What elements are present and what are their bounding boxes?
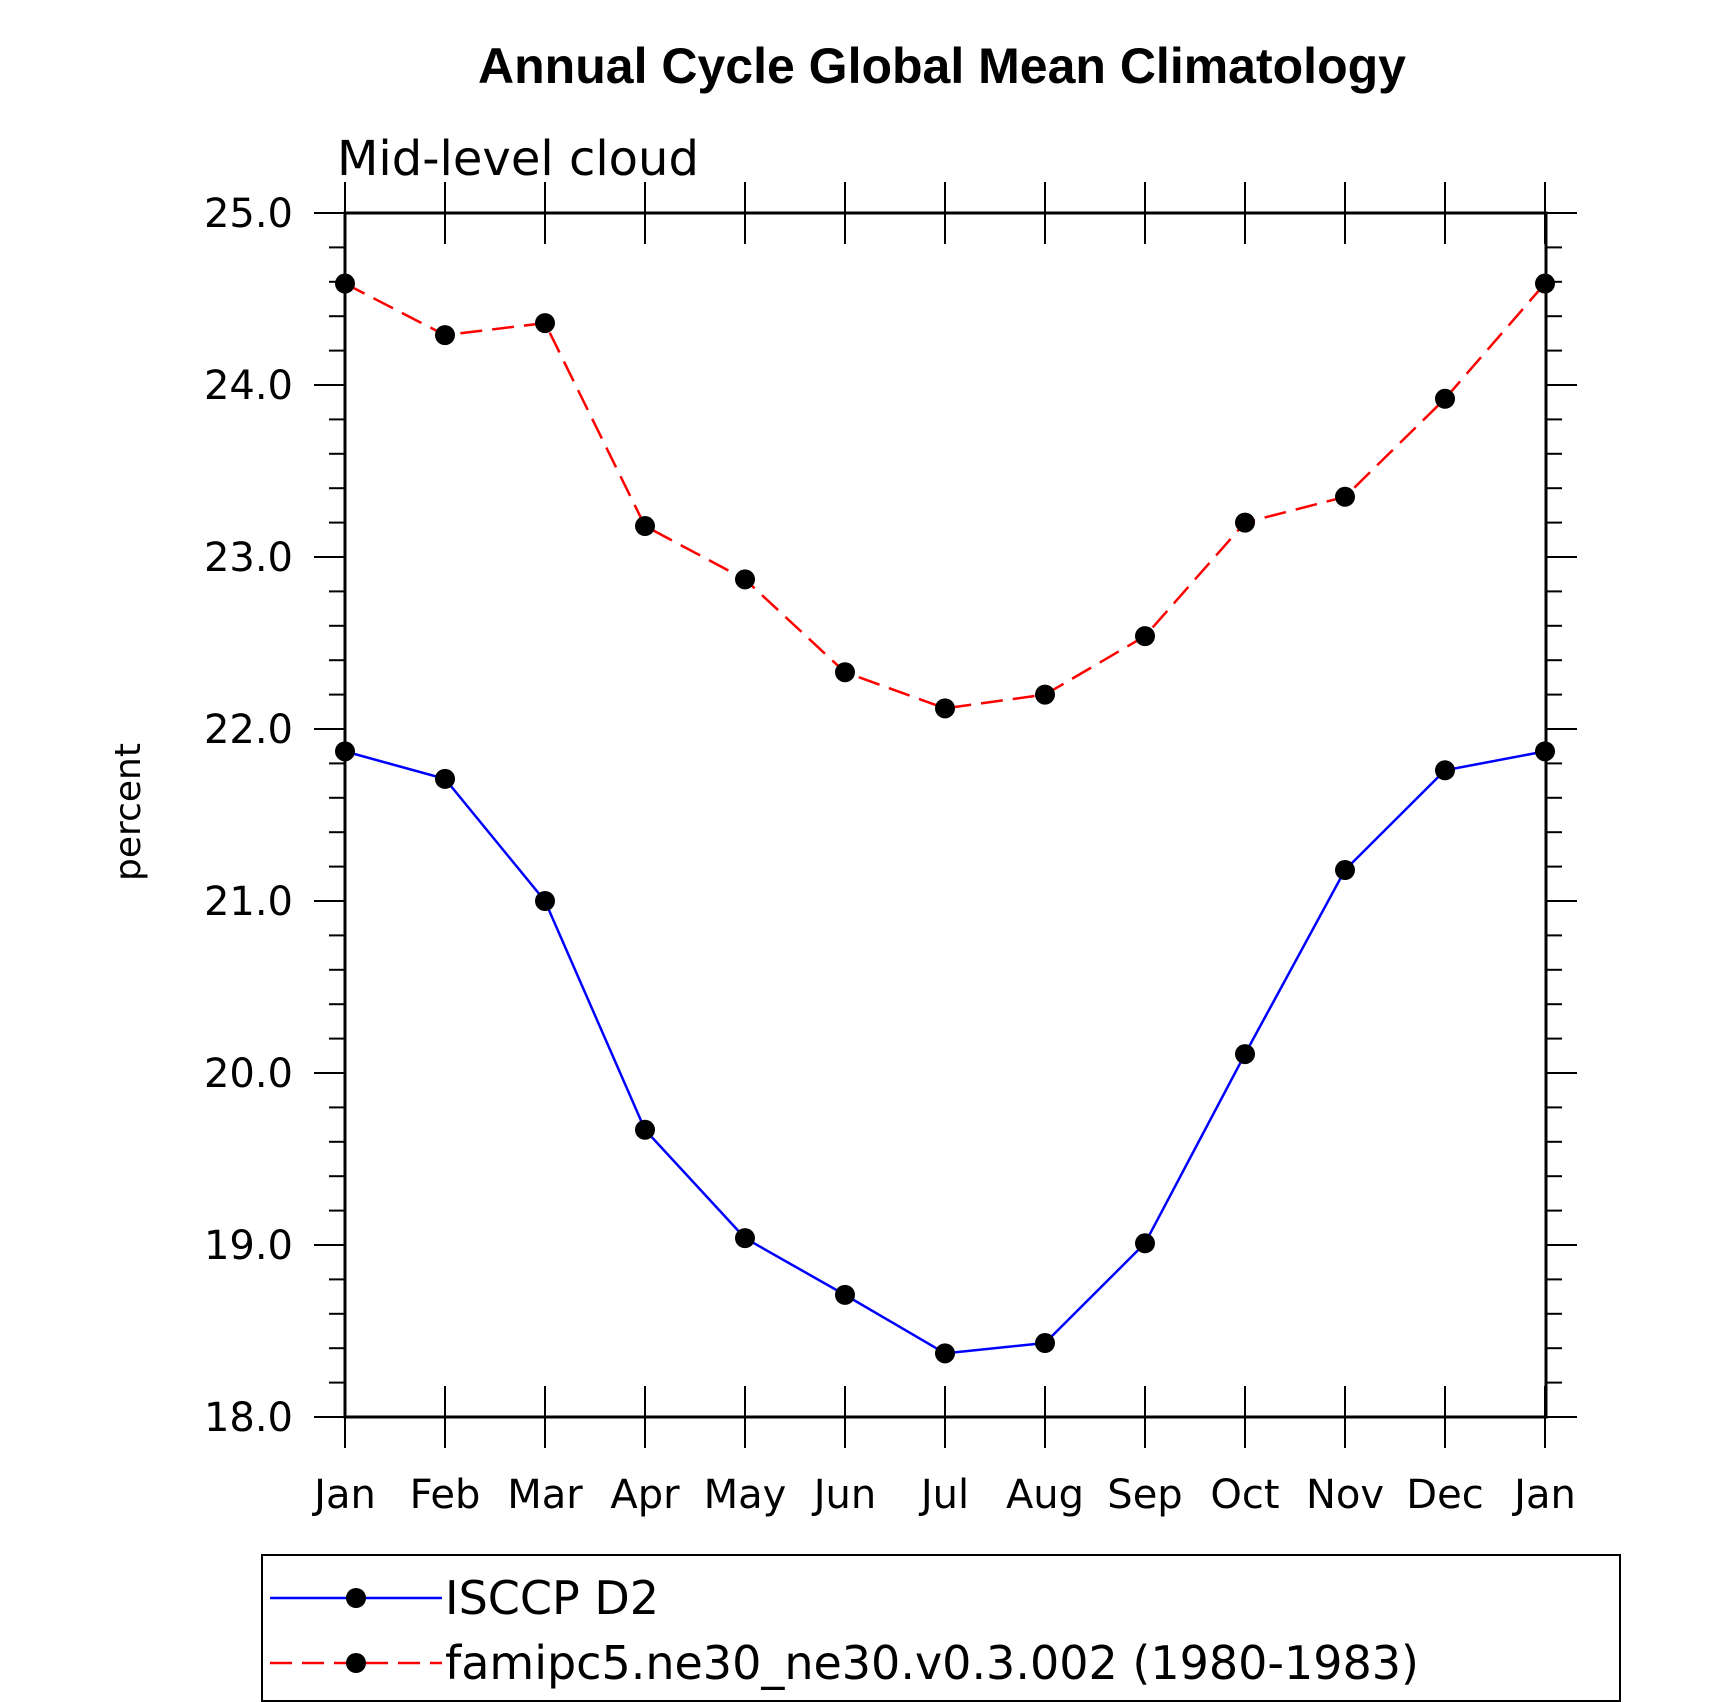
legend-item: famipc5.ne30_ne30.v0.3.002 (1980-1983)	[270, 1636, 1419, 1690]
x-tick-label: Apr	[610, 1472, 680, 1518]
series-2	[335, 273, 1555, 719]
y-tick-label: 20.0	[204, 1051, 293, 1097]
x-tick-label: Aug	[1006, 1472, 1084, 1518]
legend-box	[261, 1554, 1621, 1702]
axis-ticks	[314, 182, 1577, 1448]
x-tick-label: Jul	[918, 1472, 969, 1518]
data-point	[1435, 388, 1455, 409]
x-tick-label: Nov	[1306, 1472, 1384, 1518]
x-tick-label: Sep	[1107, 1472, 1182, 1518]
x-tick-label: Feb	[410, 1472, 481, 1518]
y-tick-label: 18.0	[204, 1395, 293, 1441]
legend-label: ISCCP D2	[445, 1571, 659, 1625]
data-point	[835, 1284, 855, 1305]
x-tick-label: May	[704, 1472, 787, 1518]
legend-marker	[346, 1588, 366, 1608]
x-tick-label: Jun	[811, 1472, 877, 1518]
data-point	[1035, 1333, 1055, 1354]
series-1	[335, 741, 1555, 1364]
legend: ISCCP D2 famipc5.ne30_ne30.v0.3.002 (1980…	[261, 1554, 1621, 1702]
data-point	[1135, 1233, 1155, 1254]
data-point	[435, 325, 455, 346]
chart-subtitle: Mid-level cloud	[337, 131, 699, 187]
data-point	[335, 273, 355, 294]
data-point	[335, 741, 355, 762]
data-point	[1035, 684, 1055, 705]
y-tick-label: 23.0	[204, 535, 293, 581]
data-point	[1535, 741, 1555, 762]
series-line	[344, 750, 1546, 1355]
chart-title: Annual Cycle Global Mean Climatology	[478, 38, 1406, 94]
y-tick-label: 21.0	[204, 879, 293, 925]
plot-frame	[343, 211, 1548, 1419]
legend-marker	[346, 1653, 366, 1673]
y-tick-labels: 18.0 19.0 20.0 21.0 22.0 23.0 24.0 25.0	[204, 191, 293, 1441]
y-tick-label: 19.0	[204, 1223, 293, 1269]
legend-label: famipc5.ne30_ne30.v0.3.002 (1980-1983)	[445, 1636, 1419, 1690]
x-tick-label: Mar	[507, 1472, 583, 1518]
data-point	[735, 1228, 755, 1249]
data-point	[1335, 486, 1355, 507]
data-point	[435, 768, 455, 789]
data-point	[1135, 626, 1155, 647]
x-tick-label: Jan	[1511, 1472, 1576, 1518]
x-tick-label: Oct	[1210, 1472, 1279, 1518]
data-point	[935, 698, 955, 719]
data-point	[635, 1119, 655, 1140]
x-tick-label: Jan	[311, 1472, 376, 1518]
data-point	[535, 891, 555, 911]
data-point	[735, 569, 755, 590]
data-point	[1435, 760, 1455, 781]
x-tick-label: Dec	[1406, 1472, 1483, 1518]
x-tick-labels: Jan Feb Mar Apr May Jun Jul Aug Sep Oct Nov Dec Jan	[311, 1472, 1576, 1518]
y-tick-label: 25.0	[204, 191, 293, 237]
series-layer	[335, 273, 1555, 1364]
y-tick-label: 24.0	[204, 363, 293, 409]
data-point	[1335, 860, 1355, 881]
data-point	[535, 313, 555, 334]
y-axis-label: percent	[108, 743, 149, 881]
legend-item: ISCCP D2	[270, 1571, 659, 1625]
data-point	[835, 662, 855, 683]
series-line	[344, 282, 1546, 710]
y-tick-label: 22.0	[204, 707, 293, 753]
data-point	[635, 516, 655, 537]
data-point	[1535, 273, 1555, 294]
data-point	[935, 1343, 955, 1364]
data-point	[1235, 512, 1255, 533]
data-point	[1235, 1044, 1255, 1065]
